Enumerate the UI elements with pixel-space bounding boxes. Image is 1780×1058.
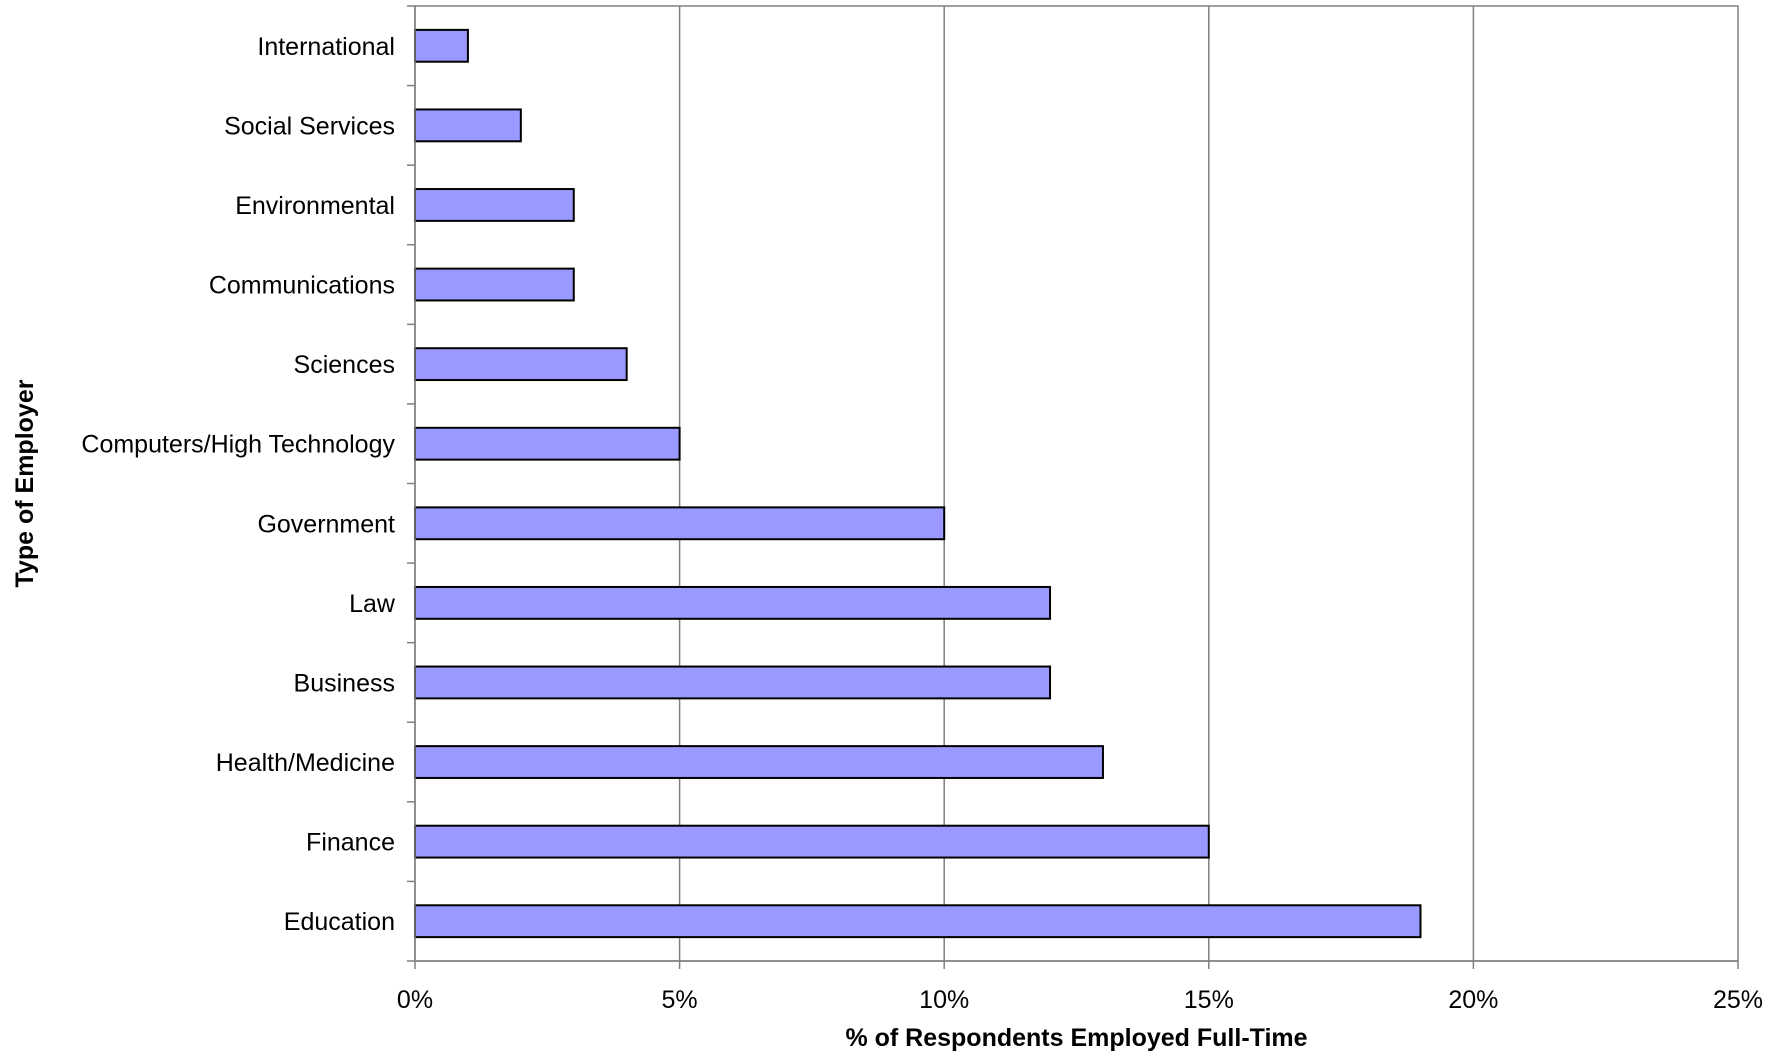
category-label: Communications	[209, 272, 395, 300]
x-tick-label: 10%	[919, 986, 969, 1014]
bar	[414, 28, 469, 63]
bar	[414, 347, 628, 382]
category-label: Finance	[306, 829, 395, 857]
category-label: Business	[294, 669, 395, 697]
bar	[414, 585, 1052, 620]
x-tick-label: 25%	[1713, 986, 1763, 1014]
category-label: Law	[349, 590, 396, 618]
plot-area	[414, 5, 1739, 962]
x-tick-labels: 0% 5% 10% 15% 20% 25%	[397, 986, 1763, 1014]
category-labels: International Social Services Environmenta…	[81, 33, 396, 936]
category-label: Social Services	[224, 112, 395, 140]
bar	[414, 426, 681, 461]
category-label: International	[257, 33, 395, 61]
bar	[414, 665, 1052, 700]
axes	[407, 5, 1739, 969]
bar	[414, 824, 1210, 859]
bar	[414, 745, 1104, 779]
bar	[414, 267, 575, 302]
gridlines	[414, 5, 1739, 962]
category-label: Environmental	[235, 192, 395, 220]
bar	[414, 108, 522, 143]
category-label: Sciences	[294, 351, 395, 379]
category-label: Computers/High Technology	[81, 431, 395, 459]
x-tick-label: 0%	[397, 986, 433, 1014]
category-label: Government	[257, 510, 395, 538]
bar	[414, 188, 575, 222]
bar	[414, 904, 1422, 939]
y-axis-title: Type of Employer	[11, 379, 39, 587]
category-label: Health/Medicine	[216, 749, 395, 777]
x-axis-title: % of Respondents Employed Full-Time	[845, 1024, 1307, 1052]
bars	[414, 28, 1422, 939]
category-label: Education	[284, 908, 395, 936]
x-tick-label: 20%	[1448, 986, 1498, 1014]
x-tick-label: 15%	[1184, 986, 1234, 1014]
x-tick-label: 5%	[662, 986, 698, 1014]
bar	[414, 506, 946, 541]
